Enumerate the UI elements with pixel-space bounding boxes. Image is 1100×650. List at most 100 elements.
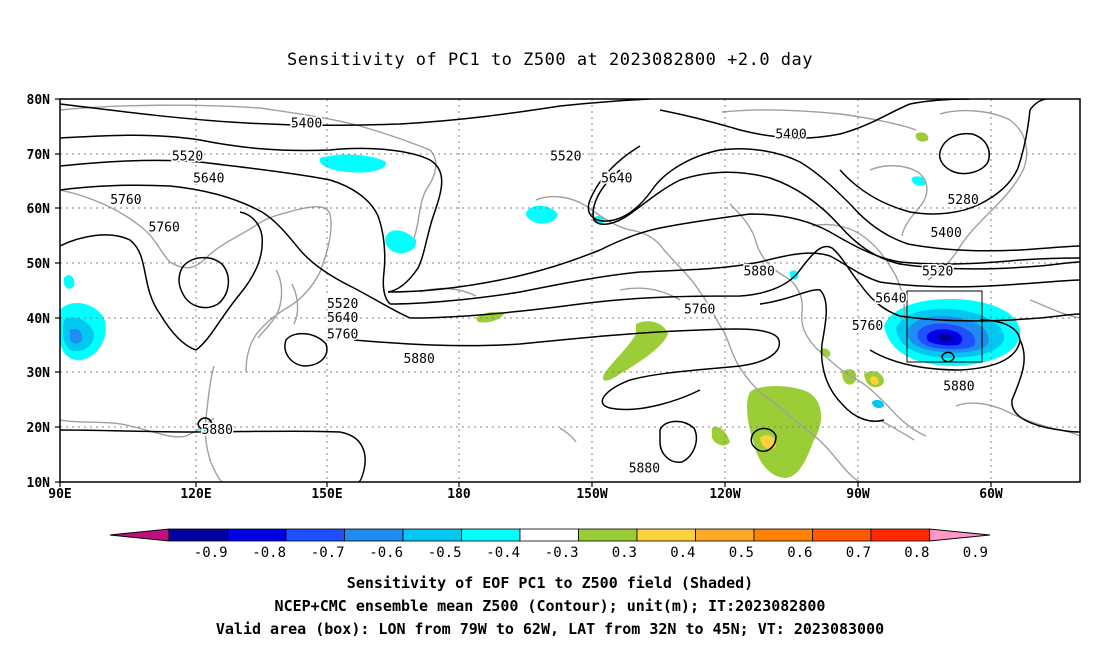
- colorbar-segment: [753, 528, 813, 542]
- colorbar-label: -0.9: [194, 545, 228, 561]
- contour-label-5760: 5760: [852, 319, 883, 334]
- caption-shading: Sensitivity of EOF PC1 to Z500 field (Sh…: [346, 574, 754, 592]
- contour-label-5640: 5640: [875, 292, 906, 307]
- contour-5880-south-west: [60, 429, 366, 482]
- contour-5880-mexico: [750, 427, 777, 452]
- lat-label-20N: 20N: [27, 421, 51, 436]
- contour-label-5760: 5760: [148, 221, 179, 236]
- contour-5880-atl: [869, 319, 1021, 371]
- contour-5520-north: [587, 145, 1080, 252]
- contour-5880-central: [353, 328, 781, 411]
- shade-neg-atlantic-core: [938, 333, 954, 342]
- lon-label-150E: 150E: [311, 487, 342, 502]
- colorbar-segment: [344, 528, 404, 542]
- contour-label-5640: 5640: [601, 171, 632, 186]
- contour-5760-lobe-2: [195, 211, 264, 351]
- colorbar-segment: [578, 528, 638, 542]
- contour-5520-east: [387, 213, 1080, 293]
- contour-5880-us: [759, 289, 885, 422]
- shade-pos-npac-2: [602, 321, 668, 381]
- contour-5400-east: [659, 99, 971, 139]
- contour-label-5880: 5880: [743, 264, 774, 279]
- contour-label-5640: 5640: [327, 311, 358, 326]
- contour-5880-small-atl: [941, 351, 955, 363]
- shade-neg-wpac-small: [63, 275, 75, 289]
- contour-label-5880: 5880: [943, 379, 974, 394]
- colorbar-label: -0.6: [369, 545, 403, 561]
- contour-5640-east: [389, 252, 1080, 305]
- colorbar-label: 0.4: [670, 545, 695, 561]
- contour-label-5400: 5400: [930, 226, 961, 241]
- shade-neg-florida: [872, 399, 884, 409]
- colorbar-high-arrow: [929, 528, 991, 542]
- contour-label-5880: 5880: [629, 461, 660, 476]
- colorbar-segment: [461, 528, 521, 542]
- colorbar-segment: [870, 528, 930, 542]
- lon-label-60W: 60W: [979, 487, 1003, 502]
- colorbar: -0.9 -0.8 -0.7 -0.6 -0.5 -0.4 -0.3 0.3 0.4 0.5 0.6…: [109, 528, 991, 561]
- contour-5400-atl: [839, 99, 1047, 215]
- contour-5760-lobe: [60, 234, 197, 351]
- z500-contours: [60, 99, 1080, 482]
- colorbar-label: 0.8: [904, 545, 929, 561]
- map-title: Sensitivity of PC1 to Z500 at 2023082800…: [286, 50, 813, 70]
- contour-5880-high-w: [178, 256, 230, 309]
- coastlines: [60, 104, 1080, 482]
- lat-label-70N: 70N: [27, 148, 51, 163]
- contour-label-5400: 5400: [775, 128, 806, 143]
- colorbar-low-arrow: [109, 528, 170, 542]
- colorbar-segment: [812, 528, 872, 542]
- contour-5880-philippines: [197, 417, 213, 430]
- colorbar-segment: [636, 528, 696, 542]
- lon-label-90E: 90E: [48, 487, 71, 502]
- lat-label-60N: 60N: [27, 202, 51, 217]
- sensitivity-shading: [60, 132, 1021, 478]
- lon-label-120E: 120E: [180, 487, 211, 502]
- lat-label-30N: 30N: [27, 366, 51, 381]
- colorbar-label: -0.3: [545, 545, 579, 561]
- lon-axis-labels: 90E 120E 150E 180 150W 120W 90W 60W: [48, 487, 1003, 502]
- shade-pos-baja: [712, 426, 730, 446]
- contour-label-5880: 5880: [403, 352, 434, 367]
- lat-label-80N: 80N: [27, 93, 51, 108]
- colorbar-label: 0.6: [787, 545, 812, 561]
- caption-valid-area: Valid area (box): LON from 79W to 62W, L…: [215, 620, 885, 638]
- colorbar-label: -0.4: [486, 545, 520, 561]
- contour-5400-west: [60, 99, 651, 127]
- lon-label-180: 180: [447, 487, 471, 502]
- shade-neg-wpac-center: [70, 328, 83, 344]
- contour-label-5880: 5880: [202, 423, 233, 438]
- contour-5880-atl-2: [1011, 339, 1080, 433]
- contour-label-5520: 5520: [550, 149, 581, 164]
- plot-border: [59, 98, 1081, 483]
- contour-5880-epac: [659, 420, 698, 463]
- contour-5760-east: [409, 245, 1080, 322]
- shade-neg-alaska: [526, 205, 558, 224]
- contour-label-5520: 5520: [172, 149, 203, 164]
- lat-label-40N: 40N: [27, 312, 51, 327]
- colorbar-label: 0.7: [846, 545, 871, 561]
- lat-label-10N: 10N: [27, 476, 51, 491]
- contour-5520-west: [60, 134, 443, 293]
- shade-neg-hudson: [789, 270, 799, 280]
- contour-5880-npac: [284, 332, 328, 367]
- colorbar-label: -0.7: [311, 545, 345, 561]
- lon-label-120W: 120W: [709, 487, 740, 502]
- contour-label-5760: 5760: [327, 327, 358, 342]
- shade-pos-mexico: [747, 386, 822, 478]
- colorbar-label: 0.9: [963, 545, 988, 561]
- contour-label-5760: 5760: [110, 193, 141, 208]
- shade-neg-okhotsk: [319, 154, 387, 173]
- contour-label-5760: 5760: [684, 303, 715, 318]
- colorbar-segment: [402, 528, 462, 542]
- lon-label-90W: 90W: [846, 487, 870, 502]
- shade-pos-mexico-yellow: [760, 435, 776, 450]
- lat-axis-labels: 80N 70N 60N 50N 40N 30N 20N 10N: [27, 93, 51, 491]
- shade-pos-greenland: [915, 132, 929, 142]
- shade-neg-kamchatka: [385, 230, 417, 254]
- contour-label-5400: 5400: [291, 117, 322, 132]
- tick-marks: [55, 98, 992, 487]
- colorbar-segment: [285, 528, 345, 542]
- colorbar-segment: [519, 528, 579, 542]
